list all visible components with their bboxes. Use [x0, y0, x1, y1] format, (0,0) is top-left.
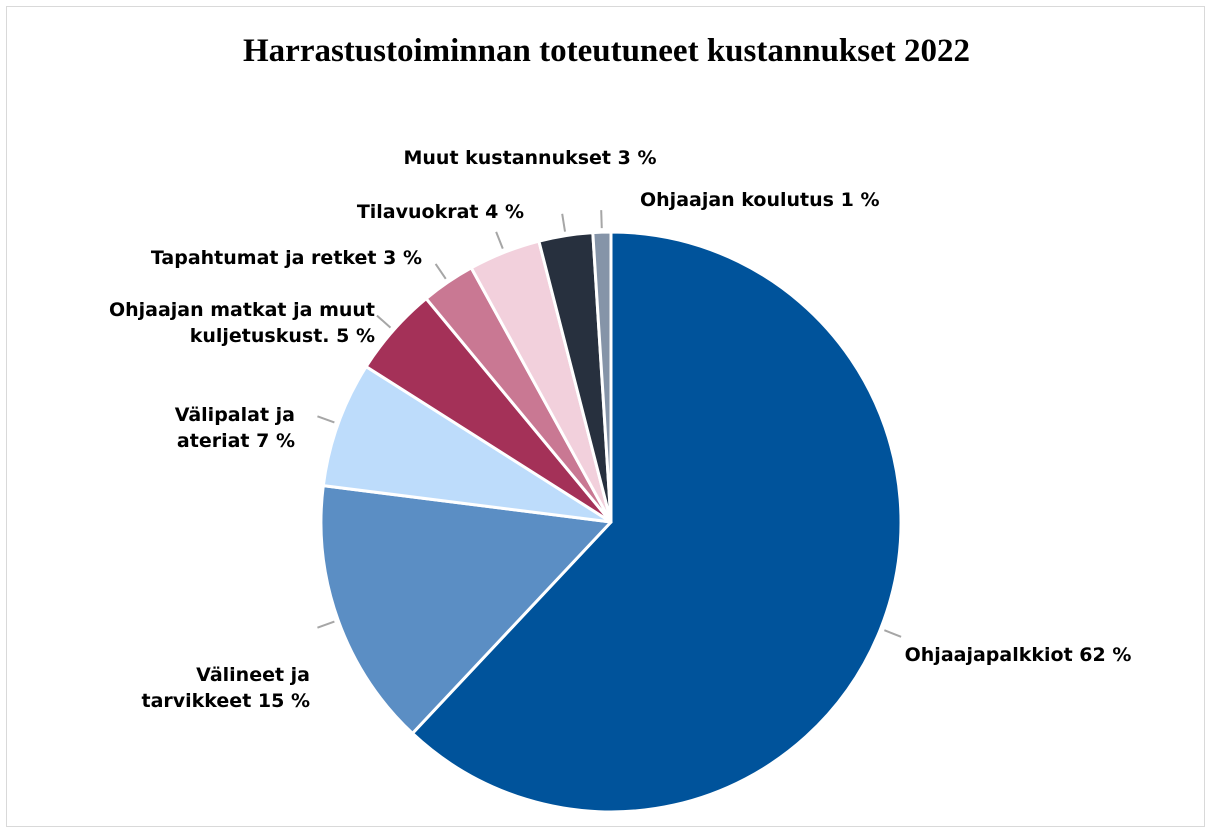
pie-slice [319, 484, 613, 735]
category-label: Ohjaajan matkat ja muut kuljetuskust. [108, 299, 375, 347]
leader-line [376, 314, 392, 329]
data-label: Muut kustannukset 3 % [403, 145, 656, 171]
value-label: 3 % [617, 147, 657, 169]
value-label: 7 % [256, 430, 295, 452]
category-label: Välineet ja tarvikkeet [141, 664, 310, 712]
data-label: Ohjaajan koulutus 1 % [640, 187, 879, 213]
leader-line [317, 620, 335, 629]
category-label: Muut kustannukset [403, 147, 612, 169]
leader-line [317, 415, 335, 424]
category-label: Välipalat ja ateriat [174, 404, 295, 452]
leader-line [495, 231, 504, 250]
leader-line [561, 213, 566, 232]
category-label: Ohjaajan koulutus [640, 189, 834, 211]
category-label: Tilavuokrat [356, 201, 479, 223]
value-label: 5 % [336, 325, 375, 347]
pie-slice [321, 365, 613, 524]
data-label: Tilavuokrat 4 % [357, 199, 524, 225]
leader-line [434, 263, 447, 280]
value-label: 62 % [1079, 644, 1132, 666]
data-label: Tapahtumat ja retket 3 % [151, 245, 422, 271]
leader-line [883, 629, 902, 638]
data-label: Välineet ja tarvikkeet 15 % [110, 662, 310, 714]
pie-slice [591, 230, 613, 524]
data-label: Ohjaajapalkkiot 62 % [905, 642, 1132, 668]
category-label: Tapahtumat ja retket [150, 247, 377, 269]
data-label: Välipalat ja ateriat 7 % [125, 402, 295, 454]
value-label: 3 % [383, 247, 422, 269]
leader-line [600, 210, 603, 229]
value-label: 1 % [840, 189, 880, 211]
value-label: 15 % [257, 690, 310, 712]
data-label: Ohjaajan matkat ja muut kuljetuskust. 5 … [15, 297, 375, 349]
value-label: 4 % [485, 201, 524, 223]
pie-slice [410, 230, 903, 814]
chart-title: Harrastustoiminnan toteutuneet kustannuk… [243, 33, 970, 69]
category-label: Ohjaajapalkkiot [904, 644, 1073, 666]
chart-frame [6, 6, 1205, 827]
